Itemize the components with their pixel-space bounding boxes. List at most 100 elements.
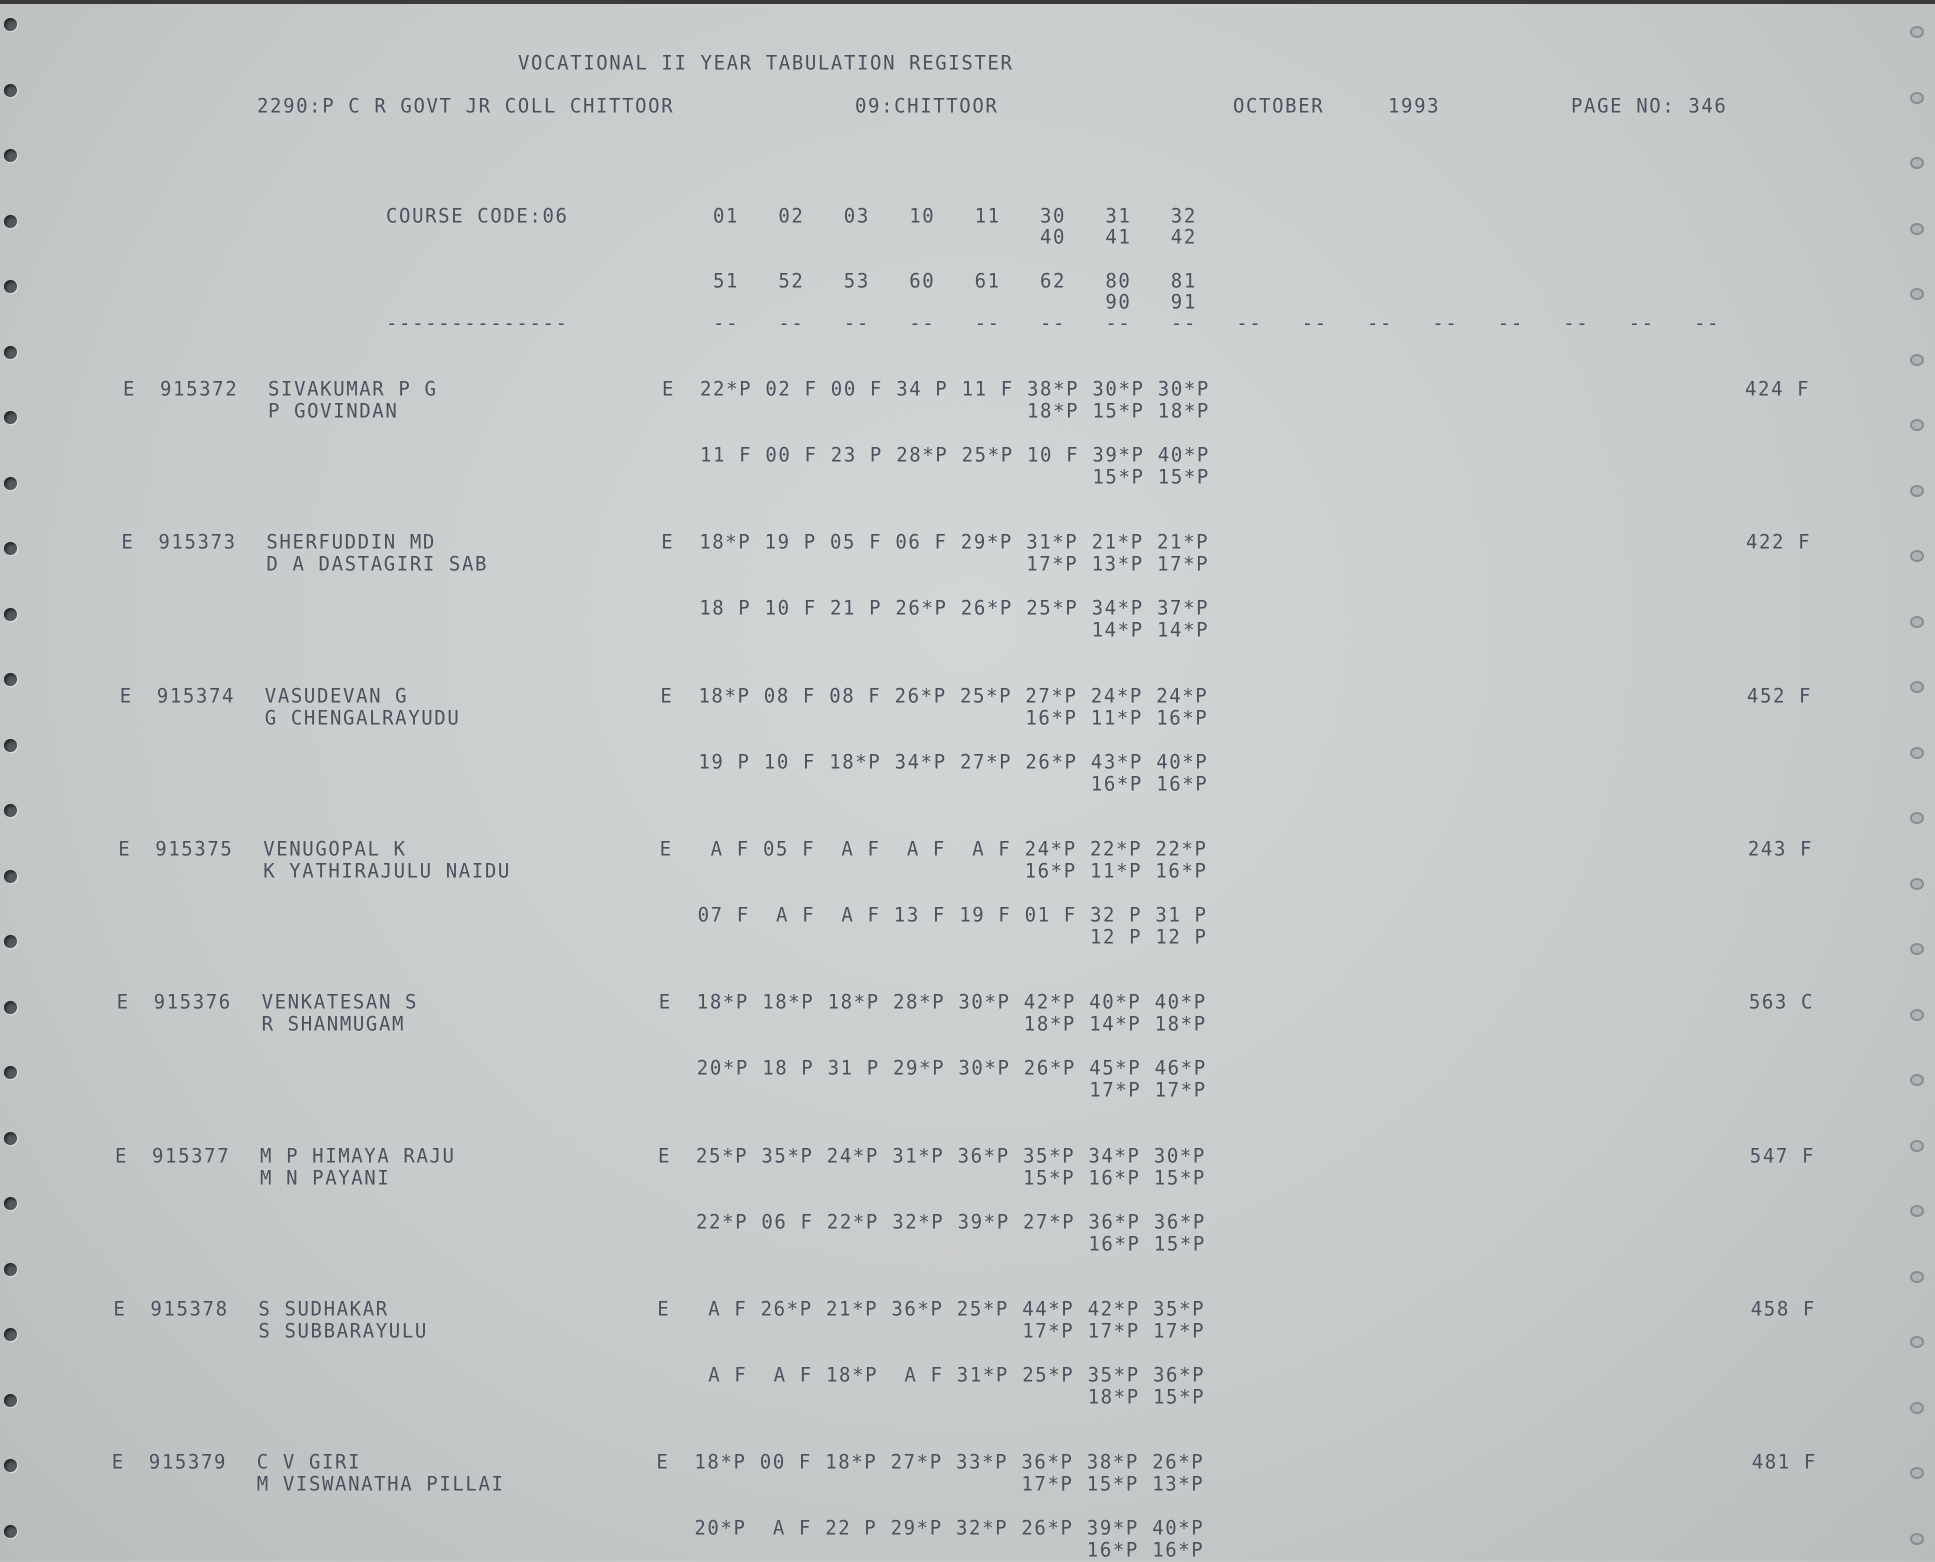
mark-cell: 06 F xyxy=(895,530,948,554)
mark-cell: 31*P xyxy=(892,1143,945,1168)
rule-segment: -- xyxy=(909,311,936,335)
course-code-label: COURSE CODE:06 xyxy=(386,204,569,228)
feed-hole-icon xyxy=(4,738,17,752)
subject-code: 80 xyxy=(1105,269,1132,293)
mark-cell: 26*P xyxy=(1025,750,1078,774)
mark-cell: 22*P xyxy=(826,1209,879,1234)
mark-cell: 13*P xyxy=(1091,552,1144,576)
rule-segment: -- xyxy=(1694,311,1721,335)
exam-year: 1993 xyxy=(1388,94,1441,118)
record-flag: E xyxy=(115,1143,129,1168)
roll-number: 915374 xyxy=(156,684,236,708)
feed-hole-icon xyxy=(1910,1074,1924,1086)
feed-hole-icon xyxy=(4,542,17,555)
subject-code: 30 xyxy=(1040,204,1067,228)
mark-cell: 16*P xyxy=(1156,706,1209,730)
feed-hole-icon xyxy=(4,214,17,228)
subject-code: 91 xyxy=(1170,290,1197,314)
mark-cell: 18*P xyxy=(1027,399,1080,423)
mark-cell: 20*P xyxy=(696,1056,749,1080)
rule-segment: -- xyxy=(1170,311,1197,335)
subject-code: 90 xyxy=(1105,290,1132,314)
mark-cell: 29*P xyxy=(890,1516,943,1540)
father-name: R SHANMUGAM xyxy=(261,1012,406,1036)
total-and-result: 422 F xyxy=(1745,530,1812,554)
feed-hole-icon xyxy=(1910,1139,1924,1152)
subject-code: 11 xyxy=(974,204,1001,228)
exam-flag: E xyxy=(658,990,672,1014)
subject-code: 02 xyxy=(778,204,805,228)
mark-cell: 06 F xyxy=(761,1209,814,1234)
mark-cell: 18*P xyxy=(698,684,751,708)
record-flag: E xyxy=(111,1450,125,1474)
mark-cell: 25*P xyxy=(1022,1363,1075,1387)
mark-cell: 19 P xyxy=(764,530,817,554)
mark-cell: 21*P xyxy=(826,1297,879,1321)
subject-code: 03 xyxy=(843,204,870,228)
feed-hole-icon xyxy=(4,1066,17,1079)
rule-segment: -- xyxy=(1040,311,1067,335)
mark-cell: 45*P xyxy=(1089,1056,1142,1080)
mark-cell: 16*P xyxy=(1090,772,1143,796)
mark-cell: 21 P xyxy=(830,596,883,620)
mark-cell: 25*P xyxy=(1026,596,1079,620)
mark-cell: 08 F xyxy=(829,684,882,708)
feed-hole-icon xyxy=(1910,288,1924,300)
mark-cell: 17*P xyxy=(1022,1319,1075,1343)
feed-hole-icon xyxy=(4,935,17,948)
mark-cell: 35*P xyxy=(1087,1363,1140,1387)
rule-segment: -- xyxy=(1105,311,1132,335)
mark-cell: 29*P xyxy=(893,1056,946,1080)
father-name: D A DASTAGIRI SAB xyxy=(266,552,489,576)
mark-cell: 31*P xyxy=(1026,530,1079,554)
mark-cell: 15*P xyxy=(1086,1472,1139,1496)
feed-hole-icon xyxy=(1910,1205,1924,1217)
rule-segment: -- xyxy=(1236,311,1263,335)
mark-cell: 39*P xyxy=(1092,443,1145,467)
student-name: C V GIRI xyxy=(256,1450,362,1474)
feed-hole-icon xyxy=(4,673,17,686)
mark-cell: 38*P xyxy=(1086,1450,1139,1474)
mark-cell: 36*P xyxy=(1021,1450,1074,1474)
mark-cell: 08 F xyxy=(763,684,816,708)
mark-cell: 19 F xyxy=(959,903,1012,927)
feed-hole-icon xyxy=(4,869,17,883)
mark-cell: 27*P xyxy=(1023,1209,1076,1234)
feed-hole-icon xyxy=(1910,157,1924,169)
mark-cell: 34*P xyxy=(1091,596,1144,620)
mark-cell: 14*P xyxy=(1089,1012,1142,1036)
mark-cell: 30*P xyxy=(1153,1143,1206,1168)
exam-flag: E xyxy=(657,1297,671,1321)
rule-segment: -- xyxy=(1367,311,1394,335)
record-flag: E xyxy=(118,837,132,861)
mark-cell: 22 P xyxy=(825,1516,878,1540)
mark-cell: 27*P xyxy=(960,750,1013,774)
feed-hole-icon xyxy=(1910,943,1924,955)
mark-cell: 40*P xyxy=(1157,443,1210,467)
mark-cell: 13*P xyxy=(1152,1472,1205,1496)
subject-code: 53 xyxy=(843,269,870,293)
subject-code: 62 xyxy=(1040,269,1067,293)
district: 09:CHITTOOR xyxy=(855,94,999,118)
mark-cell: 18*P xyxy=(1023,1012,1076,1036)
mark-cell: 11 F xyxy=(700,443,753,467)
mark-cell: 16*P xyxy=(1024,859,1077,883)
mark-cell: 26*P xyxy=(1152,1450,1205,1474)
rule-segment: -- xyxy=(778,311,805,335)
mark-cell: 36*P xyxy=(957,1143,1010,1168)
record-flag: E xyxy=(113,1297,127,1321)
mark-cell: 36*P xyxy=(1153,1363,1206,1387)
father-name: S SUBBARAYULU xyxy=(258,1319,428,1343)
mark-cell: 10 F xyxy=(764,596,817,620)
college-name: 2290:P C R GOVT JR COLL CHITTOOR xyxy=(257,94,675,118)
feed-hole-icon xyxy=(4,1459,17,1472)
mark-cell: 13 F xyxy=(893,903,946,927)
mark-cell: 00 F xyxy=(830,377,883,401)
feed-hole-icon xyxy=(4,411,17,424)
mark-cell: 31 P xyxy=(827,1056,880,1080)
feed-hole-icon xyxy=(1910,1532,1924,1545)
mark-cell: 21*P xyxy=(1157,530,1210,554)
feed-hole-icon xyxy=(1910,353,1924,366)
record-flag: E xyxy=(116,990,130,1014)
mark-cell: 12 P xyxy=(1155,925,1208,949)
